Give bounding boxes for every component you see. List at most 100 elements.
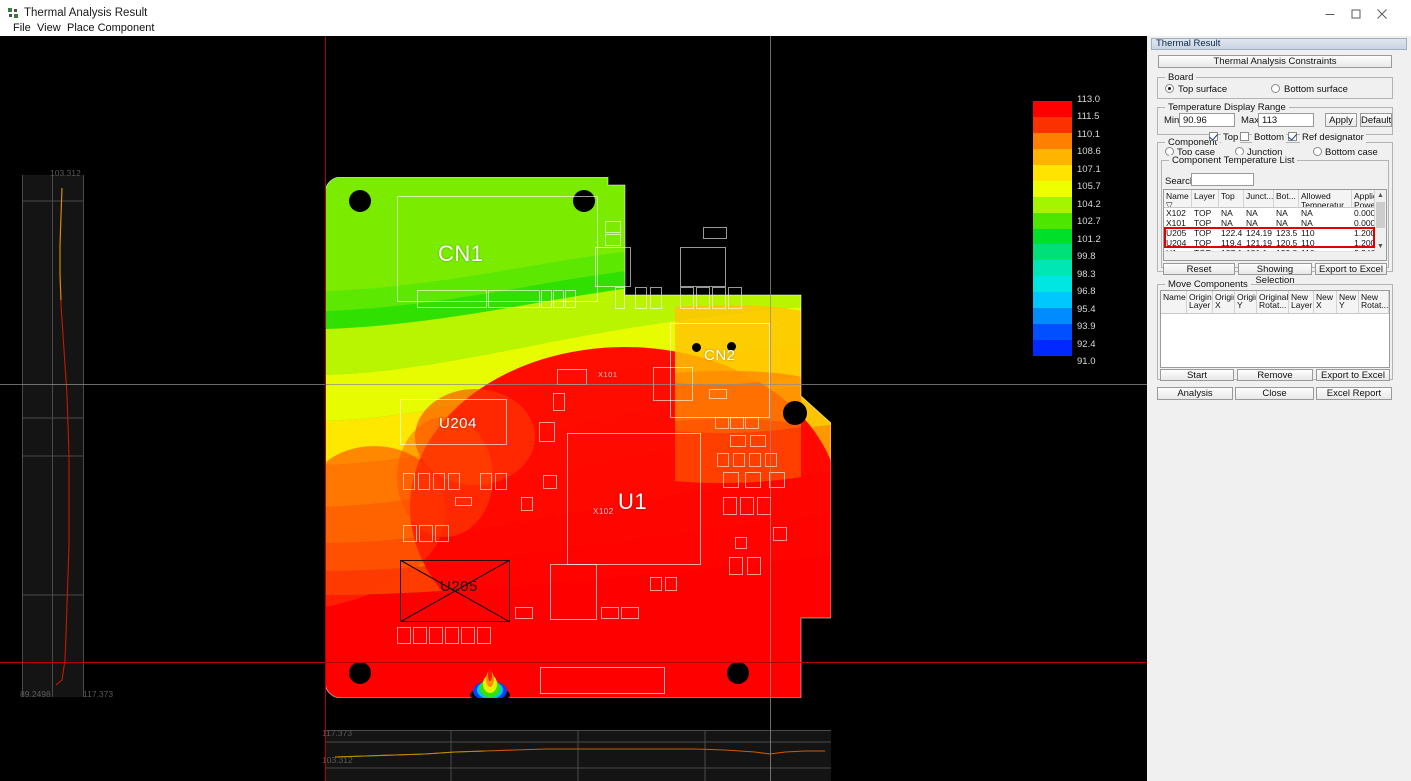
move-column-header[interactable]: New X <box>1314 291 1337 313</box>
pad <box>696 287 710 309</box>
analysis-button[interactable]: Analysis <box>1157 387 1233 400</box>
section-line-vertical[interactable] <box>325 36 326 781</box>
reset-button[interactable]: Reset <box>1163 263 1235 275</box>
move-column-header[interactable]: Origina X <box>1213 291 1235 313</box>
legend-tick-label: 96.8 <box>1077 286 1096 298</box>
move-components-table[interactable]: NameOrigina LayerOrigina XOrigina YOrigi… <box>1160 290 1390 368</box>
table-row[interactable]: U205 TOP 122.4 124.19 123.5 110 1.20000 <box>1164 228 1386 238</box>
table-vertical-scrollbar[interactable]: ▲ ▼ <box>1374 190 1386 260</box>
table-header-row: Name ▽ Layer Top Junct... Bot... Allowed Temp… <box>1164 190 1386 208</box>
maximize-button[interactable] <box>1333 0 1379 27</box>
section-line-horizontal[interactable] <box>0 662 1147 663</box>
pad <box>605 221 621 233</box>
close-button[interactable] <box>1359 0 1405 27</box>
legend-tick-label: 98.3 <box>1077 268 1096 280</box>
scroll-up-icon[interactable]: ▲ <box>1377 192 1384 199</box>
thermal-viewport[interactable]: 103.312 89.2498 117.373 117.373 103.312 … <box>0 36 1147 781</box>
menu-file[interactable]: File <box>13 22 31 34</box>
pad <box>461 627 475 644</box>
table-cell: NA <box>1276 208 1288 218</box>
thermal-analysis-constraints-button[interactable]: Thermal Analysis Constraints <box>1158 55 1392 68</box>
menu-place-component[interactable]: Place Component <box>67 22 155 34</box>
component-outline-u204[interactable] <box>400 399 507 445</box>
label-top-surface: Top surface <box>1178 84 1228 95</box>
move-column-header[interactable]: New Layer <box>1289 291 1314 313</box>
default-button[interactable]: Default <box>1360 113 1392 127</box>
pad <box>730 435 746 447</box>
minimize-button[interactable] <box>1307 0 1353 27</box>
search-input[interactable] <box>1191 173 1254 186</box>
column-header[interactable]: Top <box>1219 190 1244 207</box>
table-row[interactable]: X101 TOP NA NA NA NA 0.00000 <box>1164 218 1386 228</box>
mounting-hole <box>783 401 807 425</box>
checkbox-ref-designator[interactable] <box>1288 132 1297 141</box>
pad <box>723 472 739 488</box>
move-column-header[interactable]: Name <box>1161 291 1187 313</box>
board-group: Board <box>1157 72 1393 99</box>
component-outline-u1[interactable] <box>567 433 701 565</box>
table-cell: 122.4 <box>1221 228 1243 238</box>
pad <box>417 290 487 308</box>
table-cell: TOP <box>1194 238 1212 248</box>
component-temperature-table[interactable]: Name ▽ Layer Top Junct... Bot... Allowed Temp… <box>1163 189 1387 261</box>
component-group-legend: Component <box>1165 137 1221 148</box>
start-button[interactable]: Start <box>1160 369 1234 381</box>
move-column-header[interactable]: Origina Layer <box>1187 291 1213 313</box>
thermal-result-panel: Thermal Result Thermal Analysis Constrai… <box>1147 36 1411 781</box>
column-header[interactable]: Junct... <box>1244 190 1274 207</box>
table-row[interactable]: X102 TOP NA NA NA NA 0.00000 <box>1164 208 1386 218</box>
app-icon <box>8 8 19 19</box>
legend-band <box>1033 101 1072 117</box>
checkbox-bottom[interactable] <box>1240 132 1249 141</box>
table-cell: 119.4 <box>1221 238 1242 248</box>
column-header[interactable]: Bot... <box>1274 190 1299 207</box>
excel-report-button[interactable]: Excel Report <box>1316 387 1392 400</box>
menu-view[interactable]: View <box>37 22 61 34</box>
checkbox-top[interactable] <box>1209 132 1218 141</box>
label-top-case: Top case <box>1177 147 1216 158</box>
column-header[interactable]: Applied Power(... <box>1354 191 1387 207</box>
move-column-header[interactable]: Original Rotat... <box>1257 291 1289 313</box>
pad <box>650 287 662 309</box>
column-header[interactable]: Layer <box>1192 190 1219 207</box>
min-input[interactable]: 90.96 <box>1179 113 1235 127</box>
column-header[interactable]: Allowed Temperatur... <box>1301 190 1352 207</box>
table-cell: X102 <box>1166 208 1186 218</box>
table-horizontal-scrollbar[interactable] <box>1164 251 1375 260</box>
max-input[interactable]: 113 <box>1258 113 1314 127</box>
legend-tick-label: 93.9 <box>1077 321 1096 333</box>
component-outline-u205[interactable] <box>400 560 510 622</box>
pad <box>557 369 587 385</box>
pad <box>488 290 540 308</box>
move-column-header[interactable]: New Rotat... <box>1359 291 1389 313</box>
move-column-header[interactable]: Origina Y <box>1235 291 1257 313</box>
legend-band <box>1033 276 1072 293</box>
scroll-thumb[interactable] <box>1376 202 1385 228</box>
pad <box>769 472 785 488</box>
pad <box>680 247 726 287</box>
label-checkbox-ref-designator: Ref designator <box>1300 132 1366 143</box>
legend-tick-label: 105.7 <box>1077 181 1101 193</box>
left-profile-top-label: 103.312 <box>50 168 81 178</box>
close-panel-button[interactable]: Close <box>1235 387 1314 400</box>
move-export-to-excel-button[interactable]: Export to Excel <box>1316 369 1390 381</box>
pad <box>495 473 507 490</box>
scroll-down-icon[interactable]: ▼ <box>1377 243 1384 250</box>
temperature-range-legend: Temperature Display Range <box>1165 102 1289 113</box>
move-column-header[interactable]: New Y <box>1337 291 1359 313</box>
column-header[interactable]: Name ▽ <box>1164 190 1192 207</box>
apply-button[interactable]: Apply <box>1325 113 1357 127</box>
remove-button[interactable]: Remove <box>1237 369 1313 381</box>
radio-bottom-case[interactable] <box>1313 147 1322 156</box>
left-profile-max-label: 117.373 <box>83 689 114 699</box>
showing-selection-button[interactable]: Showing Selection <box>1238 263 1312 286</box>
component-outline-x102[interactable] <box>550 564 597 620</box>
radio-top-surface[interactable] <box>1165 84 1174 93</box>
temp-export-to-excel-button[interactable]: Export to Excel <box>1315 263 1387 275</box>
component-outline-cn1[interactable] <box>397 196 598 302</box>
radio-bottom-surface[interactable] <box>1271 84 1280 93</box>
pad <box>553 393 565 411</box>
legend-tick-label: 99.8 <box>1077 251 1096 263</box>
table-row[interactable]: U204 TOP 119.4 121.19 120.5 110 1.20000 <box>1164 238 1386 248</box>
pcb-thermal-map[interactable]: CN1 CN2 U204 U205 U1 X102 X101 <box>324 176 832 699</box>
